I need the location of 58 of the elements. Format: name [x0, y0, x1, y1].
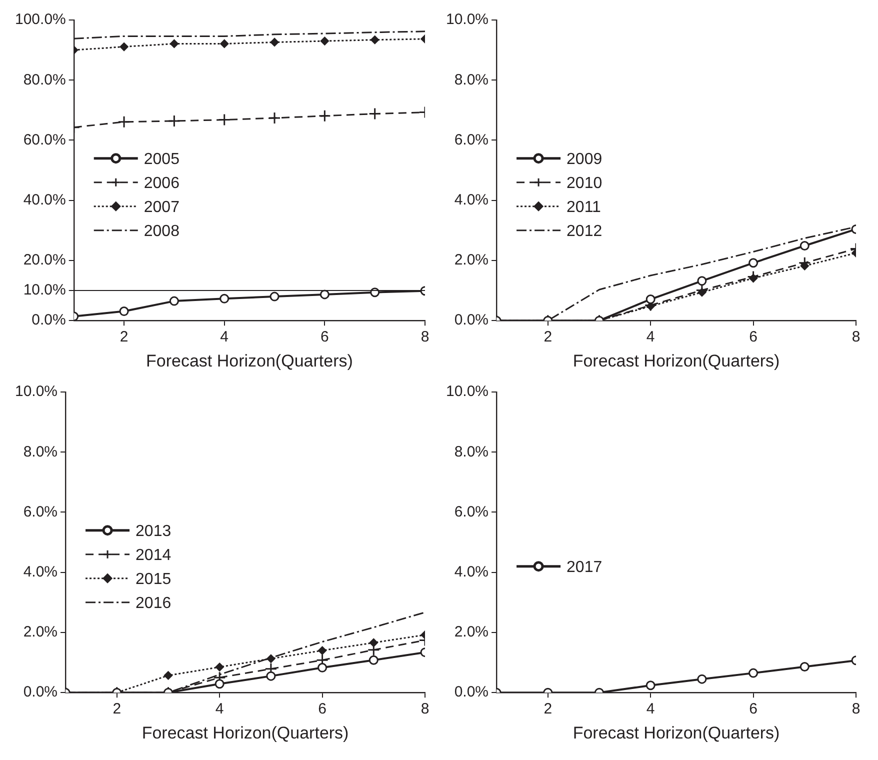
- x-tick-label: 8: [420, 700, 430, 718]
- y-tick-label: 4.0%: [23, 564, 58, 580]
- x-tick-label: 6: [749, 328, 758, 346]
- y-tick-label: 8.0%: [23, 443, 58, 460]
- x-tick-label: 4: [646, 700, 655, 718]
- y-tick-label: 10.0%: [14, 383, 58, 400]
- x-tick-label: 8: [852, 328, 860, 346]
- y-tick-label: 0.0%: [454, 684, 489, 701]
- x-tick-label: 6: [318, 700, 326, 718]
- y-tick-label: 100.0%: [15, 11, 66, 28]
- y-tick-label: 10.0%: [446, 383, 489, 400]
- y-tick-label: 10.0%: [23, 282, 66, 299]
- y-tick-label: 40.0%: [23, 192, 66, 208]
- legend-label: 2005: [144, 150, 180, 168]
- x-tick-label: 6: [749, 700, 758, 718]
- y-tick-label: 4.0%: [454, 192, 489, 208]
- x-tick-label: 8: [420, 328, 430, 346]
- y-tick-label: 10.0%: [446, 11, 489, 28]
- legend-label: 2014: [136, 546, 172, 564]
- y-tick-label: 6.0%: [454, 131, 489, 148]
- legend-label: 2008: [144, 222, 180, 240]
- x-tick-label: 8: [852, 700, 860, 718]
- x-tick-label: 4: [646, 328, 655, 346]
- y-tick-label: 6.0%: [23, 503, 58, 520]
- x-tick-label: 4: [215, 700, 224, 718]
- legend-label: 2015: [136, 570, 172, 588]
- y-tick-label: 0.0%: [23, 684, 58, 701]
- legend-label: 2009: [566, 150, 602, 168]
- x-axis-title: Forecast Horizon(Quarters): [572, 351, 780, 370]
- legend-label: 2006: [144, 174, 180, 192]
- legend-label: 2016: [136, 594, 172, 612]
- legend-label: 2012: [566, 222, 602, 240]
- legend-label: 2017: [566, 558, 602, 576]
- legend-label: 2011: [566, 198, 602, 216]
- x-tick-label: 2: [544, 700, 552, 718]
- x-tick-label: 2: [544, 328, 552, 346]
- legend-label: 2010: [566, 174, 602, 192]
- y-tick-label: 0.0%: [454, 312, 489, 329]
- legend-label: 2013: [136, 522, 172, 540]
- y-tick-label: 20.0%: [23, 252, 66, 269]
- y-tick-label: 0.0%: [32, 312, 66, 329]
- x-tick-label: 6: [320, 328, 329, 346]
- x-axis-title: Forecast Horizon(Quarters): [142, 723, 349, 742]
- y-tick-label: 2.0%: [23, 624, 58, 641]
- y-tick-label: 60.0%: [23, 131, 66, 148]
- x-axis-title: Forecast Horizon(Quarters): [146, 351, 353, 370]
- y-tick-label: 2.0%: [454, 252, 489, 269]
- y-tick-label: 2.0%: [454, 624, 489, 641]
- x-axis-title: Forecast Horizon(Quarters): [572, 723, 780, 742]
- y-tick-label: 8.0%: [454, 443, 489, 460]
- x-tick-label: 2: [112, 700, 122, 718]
- x-tick-label: 2: [120, 328, 128, 346]
- legend-label: 2007: [144, 198, 180, 216]
- y-tick-label: 80.0%: [23, 71, 66, 88]
- x-tick-label: 4: [220, 328, 229, 346]
- y-tick-label: 4.0%: [454, 564, 489, 580]
- y-tick-label: 6.0%: [454, 503, 489, 520]
- y-tick-label: 8.0%: [454, 71, 489, 88]
